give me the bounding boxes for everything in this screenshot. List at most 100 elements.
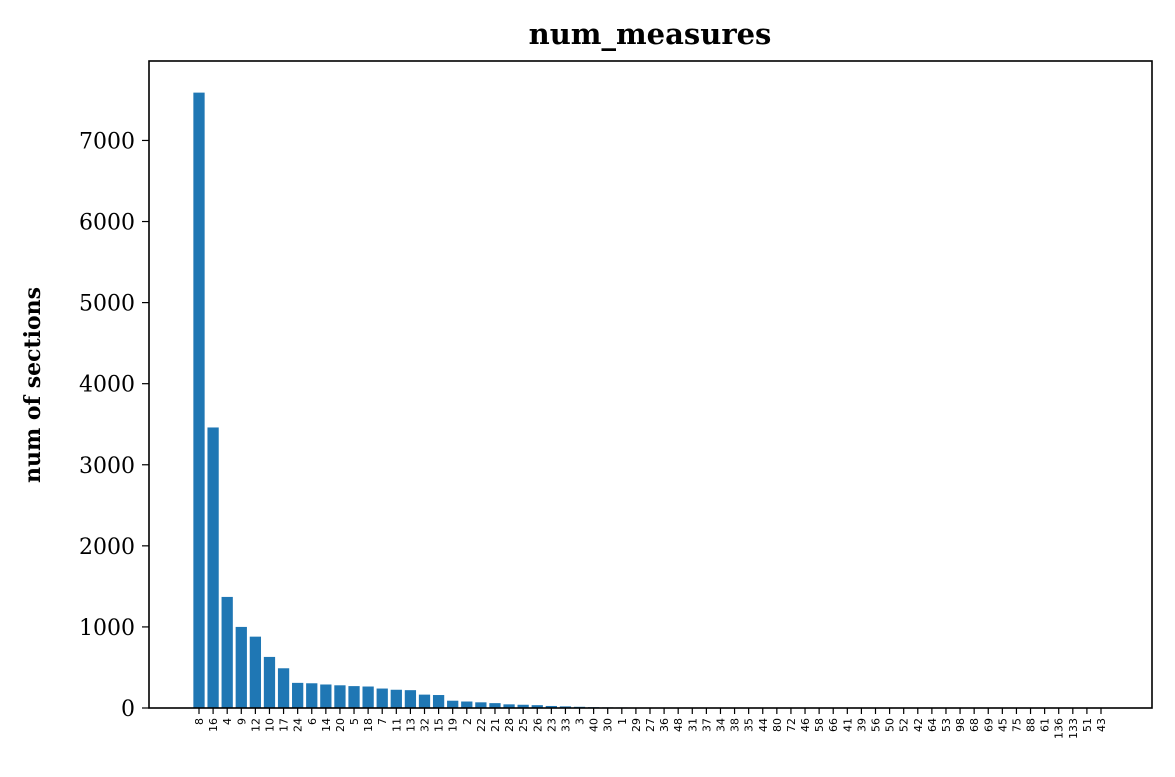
y-tick-label: 0 (121, 697, 135, 722)
bar-26 (531, 705, 543, 708)
x-tick-label: 9 (235, 718, 248, 725)
x-tick-label: 25 (517, 718, 530, 732)
x-tick-label: 13 (404, 718, 417, 732)
x-tick-label: 36 (658, 718, 671, 732)
bar-23 (545, 705, 557, 708)
x-tick-label: 133 (1067, 718, 1080, 739)
x-tick-label: 50 (884, 718, 897, 732)
x-tick-label: 44 (757, 718, 770, 732)
bar-2 (461, 701, 473, 708)
bar-32 (418, 694, 431, 708)
x-tick-label: 22 (475, 718, 488, 732)
x-tick-label: 35 (743, 718, 756, 732)
x-tick-label: 20 (334, 718, 347, 732)
x-tick-label: 39 (855, 718, 868, 732)
x-tick-label: 14 (320, 718, 333, 732)
x-tick-label: 6 (306, 718, 319, 725)
bar-7 (376, 688, 388, 708)
bar-13 (404, 690, 417, 708)
x-tick-label: 8 (193, 718, 206, 725)
x-tick-label: 24 (292, 718, 305, 732)
x-tick-label: 2 (461, 718, 474, 725)
x-tick-label: 15 (433, 718, 446, 732)
y-tick-label: 4000 (79, 373, 135, 398)
plot-frame (148, 60, 1153, 709)
x-tick-label: 7 (376, 718, 389, 725)
x-tick-label: 29 (630, 718, 643, 732)
x-axis: 8 16 4 9 12 10 17 24 6 14 20 5 18 7 11 13 32 15 19 2 22 21 28 2… (193, 708, 1108, 739)
x-tick-label: 11 (390, 718, 403, 732)
x-tick-label: 80 (771, 718, 784, 732)
x-tick-label: 28 (503, 718, 516, 732)
y-tick-label: 5000 (79, 292, 135, 317)
bar-10 (263, 656, 276, 708)
bar-16 (207, 427, 219, 708)
x-tick-label: 53 (940, 718, 953, 732)
x-tick-label: 43 (1095, 718, 1108, 732)
x-tick-label: 17 (278, 718, 291, 732)
bar-20 (334, 685, 346, 708)
bar-14 (320, 684, 332, 708)
x-tick-label: 34 (714, 718, 727, 732)
x-tick-label: 64 (926, 718, 939, 732)
chart-title: num_measures (529, 17, 772, 51)
x-tick-label: 68 (968, 718, 981, 732)
bar-12 (249, 636, 262, 708)
y-axis-label: num of sections (20, 287, 46, 483)
y-tick-label: 7000 (79, 129, 135, 154)
bar-6 (306, 683, 318, 708)
x-tick-label: 45 (996, 718, 1009, 732)
x-tick-label: 56 (870, 718, 883, 732)
x-tick-label: 51 (1081, 718, 1094, 732)
bar-15 (432, 695, 445, 708)
bar-28 (503, 704, 515, 708)
y-axis: 0 1000 2000 3000 4000 5000 6000 7000 (79, 129, 149, 722)
bar-22 (475, 702, 487, 708)
x-tick-label: 41 (841, 718, 854, 732)
x-tick-label: 37 (700, 718, 713, 732)
x-tick-label: 5 (348, 718, 361, 725)
x-tick-label: 40 (588, 718, 601, 732)
y-tick-label: 1000 (79, 616, 135, 641)
x-tick-label: 12 (249, 718, 262, 732)
bar-18 (362, 686, 374, 708)
x-tick-label: 48 (672, 718, 685, 732)
x-tick-label: 19 (447, 718, 460, 732)
x-tick-label: 72 (785, 718, 798, 732)
bars-group (193, 92, 1107, 708)
y-tick-label: 6000 (79, 211, 135, 236)
x-tick-label: 3 (574, 718, 587, 725)
y-tick-label: 2000 (79, 535, 135, 560)
x-tick-label: 26 (531, 718, 544, 732)
x-tick-label: 33 (559, 718, 572, 732)
bar-11 (390, 689, 402, 708)
bar-9 (235, 626, 247, 708)
x-tick-label: 98 (954, 718, 967, 732)
x-tick-label: 23 (545, 718, 558, 732)
x-tick-label: 1 (616, 718, 629, 725)
x-tick-label: 46 (799, 718, 812, 732)
x-tick-label: 30 (602, 718, 615, 732)
y-tick-label: 3000 (79, 454, 135, 479)
x-tick-label: 27 (644, 718, 657, 732)
bar-25 (517, 704, 529, 708)
x-tick-label: 32 (419, 718, 432, 732)
bar-17 (277, 668, 290, 708)
x-tick-label: 52 (898, 718, 911, 732)
bar-4 (221, 596, 233, 708)
bar-33 (559, 706, 572, 708)
x-tick-label: 69 (982, 718, 995, 732)
x-tick-label: 61 (1039, 718, 1052, 732)
bar-8 (193, 92, 205, 708)
x-tick-label: 16 (207, 718, 220, 732)
bar-5 (348, 686, 360, 708)
bar-21 (489, 703, 501, 708)
bar-24 (292, 682, 304, 708)
x-tick-label: 18 (362, 718, 375, 732)
bar-19 (447, 700, 459, 708)
x-tick-label: 136 (1053, 718, 1066, 739)
x-tick-label: 21 (489, 718, 502, 732)
x-tick-label: 88 (1025, 718, 1038, 732)
